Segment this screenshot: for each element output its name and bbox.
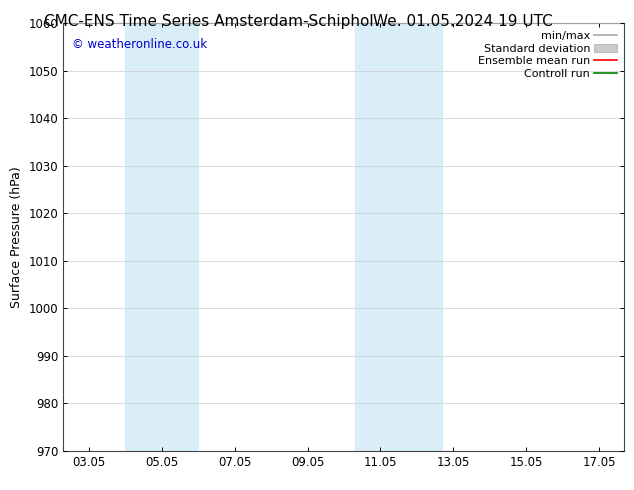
Y-axis label: Surface Pressure (hPa): Surface Pressure (hPa) [10,166,23,308]
Bar [126,23,198,451]
Text: We. 01.05.2024 19 UTC: We. 01.05.2024 19 UTC [373,14,553,29]
Legend: min/max, Standard deviation, Ensemble mean run, Controll run: min/max, Standard deviation, Ensemble me… [476,28,619,81]
Bar [355,23,443,451]
Text: CMC-ENS Time Series Amsterdam-Schiphol: CMC-ENS Time Series Amsterdam-Schiphol [44,14,374,29]
Text: © weatheronline.co.uk: © weatheronline.co.uk [72,38,207,51]
